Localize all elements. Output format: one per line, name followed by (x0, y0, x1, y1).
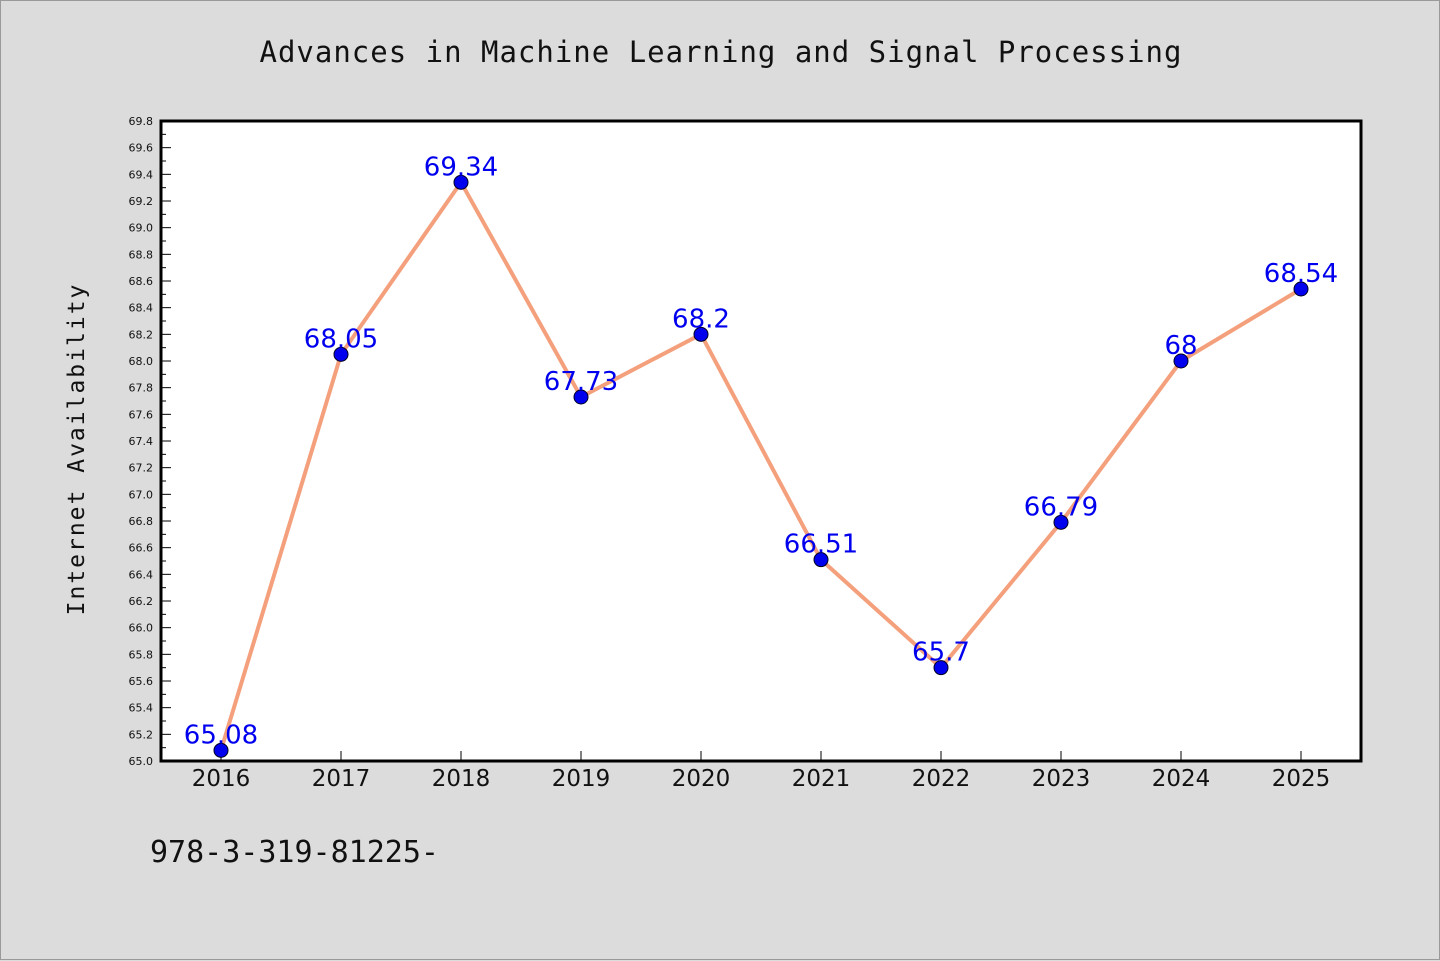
y-tick-label: 65.2 (129, 728, 154, 741)
y-tick-label: 69.6 (129, 142, 154, 155)
plot-frame (159, 119, 1363, 763)
y-tick-label: 67.0 (129, 488, 154, 501)
data-label: 65.7 (912, 638, 970, 668)
y-tick-label: 69.4 (129, 168, 154, 181)
x-tick-label: 2022 (912, 766, 971, 792)
y-tick-label: 68.8 (129, 248, 154, 261)
data-label: 68.54 (1264, 259, 1338, 289)
data-point (1053, 514, 1069, 530)
data-label: 69.34 (424, 152, 498, 182)
data-point (933, 660, 949, 676)
y-tick-label: 67.4 (129, 435, 154, 448)
y-tick-label: 66.2 (129, 595, 154, 608)
data-point (693, 326, 709, 342)
y-tick-label: 68.6 (129, 275, 154, 288)
y-tick-label: 67.2 (129, 462, 154, 475)
x-tick-label: 2021 (792, 766, 851, 792)
data-label: 65.08 (184, 720, 258, 750)
y-tick-label: 67.8 (129, 382, 154, 395)
x-tick-label: 2023 (1032, 766, 1091, 792)
y-tick-label: 67.6 (129, 408, 154, 421)
x-tick-label: 2016 (192, 766, 251, 792)
series-line (219, 180, 1303, 751)
x-tick-label: 2017 (312, 766, 371, 792)
data-label: 68.2 (672, 304, 730, 334)
y-tick-label: 65.6 (129, 675, 154, 688)
y-tick-label: 65.8 (129, 648, 154, 661)
y-tick-label: 66.8 (129, 515, 154, 528)
data-point (573, 389, 589, 405)
footnote-isbn: 978-3-319-81225- (150, 835, 439, 870)
data-label: 68 (1164, 331, 1197, 361)
y-tick-label: 68.2 (129, 328, 154, 341)
y-tick-label: 65.0 (129, 755, 154, 768)
plot-area (161, 121, 1361, 761)
y-tick-label: 69.8 (129, 115, 154, 128)
y-tick-label: 66.6 (129, 542, 154, 555)
data-label: 67.73 (544, 367, 618, 397)
data-point (813, 552, 829, 568)
y-tick-label: 68.0 (129, 355, 154, 368)
y-tick-label: 66.4 (129, 568, 154, 581)
x-tick-label: 2018 (432, 766, 491, 792)
data-point (1173, 353, 1189, 369)
data-label: 66.79 (1024, 492, 1098, 522)
data-label: 68.05 (304, 324, 378, 354)
data-point (453, 174, 469, 190)
x-tick-label: 2020 (672, 766, 731, 792)
y-tick-label: 69.0 (129, 222, 154, 235)
y-tick-label: 69.2 (129, 195, 154, 208)
x-tick-label: 2025 (1272, 766, 1331, 792)
y-tick-label: 66.0 (129, 622, 154, 635)
data-point (213, 742, 229, 758)
data-label: 66.51 (784, 530, 858, 560)
data-point (1293, 281, 1309, 297)
chart-title: Advances in Machine Learning and Signal … (259, 35, 1183, 69)
x-tick-label: 2019 (552, 766, 611, 792)
y-tick-label: 65.4 (129, 702, 154, 715)
y-tick-label: 68.4 (129, 302, 154, 315)
data-point (333, 346, 349, 362)
x-tick-label: 2024 (1152, 766, 1211, 792)
